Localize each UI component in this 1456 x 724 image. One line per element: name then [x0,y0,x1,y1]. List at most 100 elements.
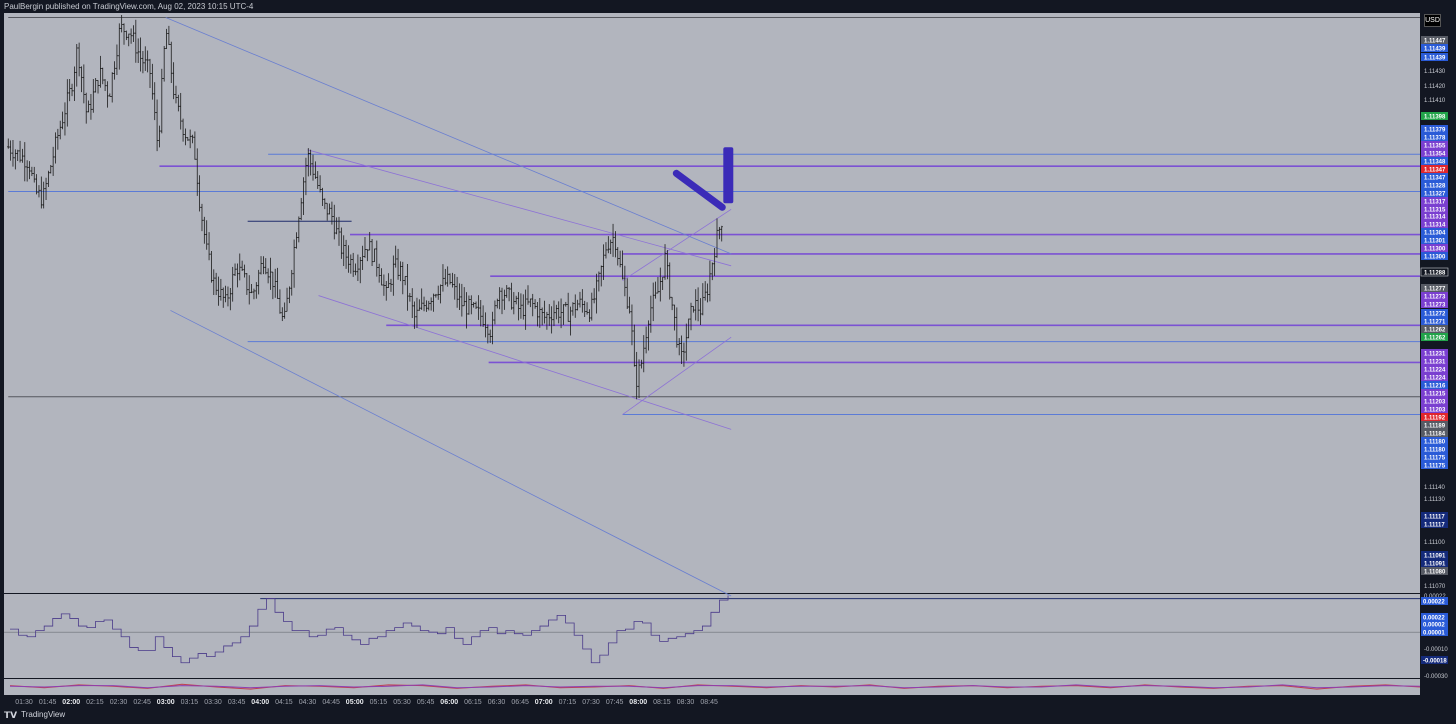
arrow-bar [723,147,734,204]
osc2-series-1 [9,684,1421,689]
price-tag-label: 1.11215 [1424,392,1446,398]
osc-tag [1421,628,1448,636]
price-tag [1421,512,1448,520]
price-tag [1421,349,1448,357]
price-tag-label: 1.11175 [1424,456,1446,462]
time-tick-03-45: 03:45 [228,699,246,706]
price-tag [1421,317,1448,325]
price-tag-label: 1.11262 [1424,336,1446,342]
price-tag [1421,309,1448,317]
price-tick: 1.11420 [1424,84,1446,90]
price-tag-label: 1.11180 [1424,448,1446,454]
price-tag [1421,141,1448,149]
time-tick-08-45: 08:45 [700,699,718,706]
time-axis[interactable]: 01:30 01:45 02:00 02:15 02:30 02:45 03:00 03:15… [15,699,718,706]
brand-name: TradingView [21,710,66,719]
osc-tag-label: 0.00022 [1423,616,1445,622]
trend-line-3 [318,295,732,430]
price-tag [1421,405,1448,413]
time-tick-07-15: 07:15 [559,699,577,706]
price-tag [1421,173,1448,181]
candles [7,14,723,400]
time-tick-05-30: 05:30 [393,699,411,706]
price-tag-label: 1.11224 [1424,368,1446,374]
price-tick: 1.11130 [1424,497,1445,503]
time-tick-06-00: 06:00 [440,699,458,706]
price-tag [1421,189,1448,197]
price-tag-label: 1.11304 [1424,231,1446,237]
price-tag-label: 1.11398 [1424,115,1446,121]
osc-tag [1421,597,1448,605]
price-tag-label: 1.11175 [1424,464,1446,470]
price-tick: 1.11140 [1424,485,1445,491]
time-tick-01-30: 01:30 [15,699,33,706]
time-tick-02-00: 02:00 [62,699,80,706]
osc-series-line [10,595,729,664]
osc-tick: -0.00010 [1424,647,1448,653]
osc-tag [1421,613,1448,621]
oscillator-2 [9,683,1421,690]
price-tag [1421,205,1448,213]
price-tag-label: 1.11314 [1424,223,1446,229]
price-tag-label: 1.11301 [1424,239,1446,245]
price-tag-label: 1.11347 [1424,176,1446,182]
price-tag-label: 1.11273 [1424,295,1446,301]
time-tick-05-00: 05:00 [346,699,364,706]
price-tag-label: 1.11378 [1424,136,1446,142]
price-tag [1421,397,1448,405]
time-tick-06-15: 06:15 [464,699,482,706]
osc-tag-label: 0.00001 [1423,631,1445,637]
footer-brand[interactable]: 𝗧𝗩 TradingView [4,709,65,721]
time-tick-02-30: 02:30 [110,699,128,706]
price-tag [1421,157,1448,165]
price-axis[interactable]: 1.11430 1.11420 1.11410 1.11140 1.11130 1.111… [1420,36,1449,590]
price-tag-label: 1.11271 [1424,320,1446,326]
price-tag-label: 1.11439 [1424,56,1446,62]
price-tag [1421,551,1448,559]
price-tag [1421,381,1448,389]
price-tag-label: 1.11189 [1424,424,1446,430]
price-tag-label: 1.11091 [1424,562,1446,568]
price-tag [1421,149,1448,157]
time-tick-04-30: 04:30 [299,699,317,706]
price-tag-label: 1.11180 [1424,440,1446,446]
price-tag [1421,333,1448,341]
time-tick-06-30: 06:30 [488,699,506,706]
time-tick-07-00: 07:00 [535,699,553,706]
price-tag [1421,325,1448,333]
time-tick-08-00: 08:00 [629,699,647,706]
price-tag-label: 1.11117 [1424,523,1445,529]
price-tag [1421,413,1448,421]
price-tag [1421,567,1448,575]
price-tag-label: 1.11314 [1424,215,1446,221]
price-tick: 1.11430 [1424,69,1446,75]
price-tick: 1.11410 [1424,98,1446,104]
price-tag-label: 1.11355 [1424,144,1446,150]
price-tag-label: 1.11354 [1424,152,1446,158]
time-tick-04-00: 04:00 [251,699,269,706]
price-tag-label: 1.11277 [1424,287,1446,293]
price-tag-label: 1.11439 [1424,47,1446,53]
price-tag-label: 1.11231 [1424,352,1446,358]
price-tag [1421,212,1448,220]
osc-tag [1421,656,1448,664]
price-tag-label: 1.11273 [1424,303,1446,309]
price-tag [1421,228,1448,236]
price-tag-label: 1.11288 [1424,271,1446,277]
time-tick-05-45: 05:45 [417,699,435,706]
price-tag [1421,461,1448,469]
price-tag [1421,429,1448,437]
time-tick-04-15: 04:15 [275,699,293,706]
price-tag-label: 1.11379 [1424,128,1446,134]
price-tag [1421,165,1448,173]
price-tag [1421,559,1448,567]
price-tag-label: 1.11262 [1424,328,1446,334]
price-tag-label: 1.11315 [1424,208,1446,214]
price-tag [1421,220,1448,228]
price-tag [1421,197,1448,205]
price-tag-label: 1.11300 [1424,247,1446,253]
currency-badge[interactable]: USD [1424,14,1441,27]
price-tag [1421,236,1448,244]
price-tag-label: 1.11347 [1424,168,1446,174]
